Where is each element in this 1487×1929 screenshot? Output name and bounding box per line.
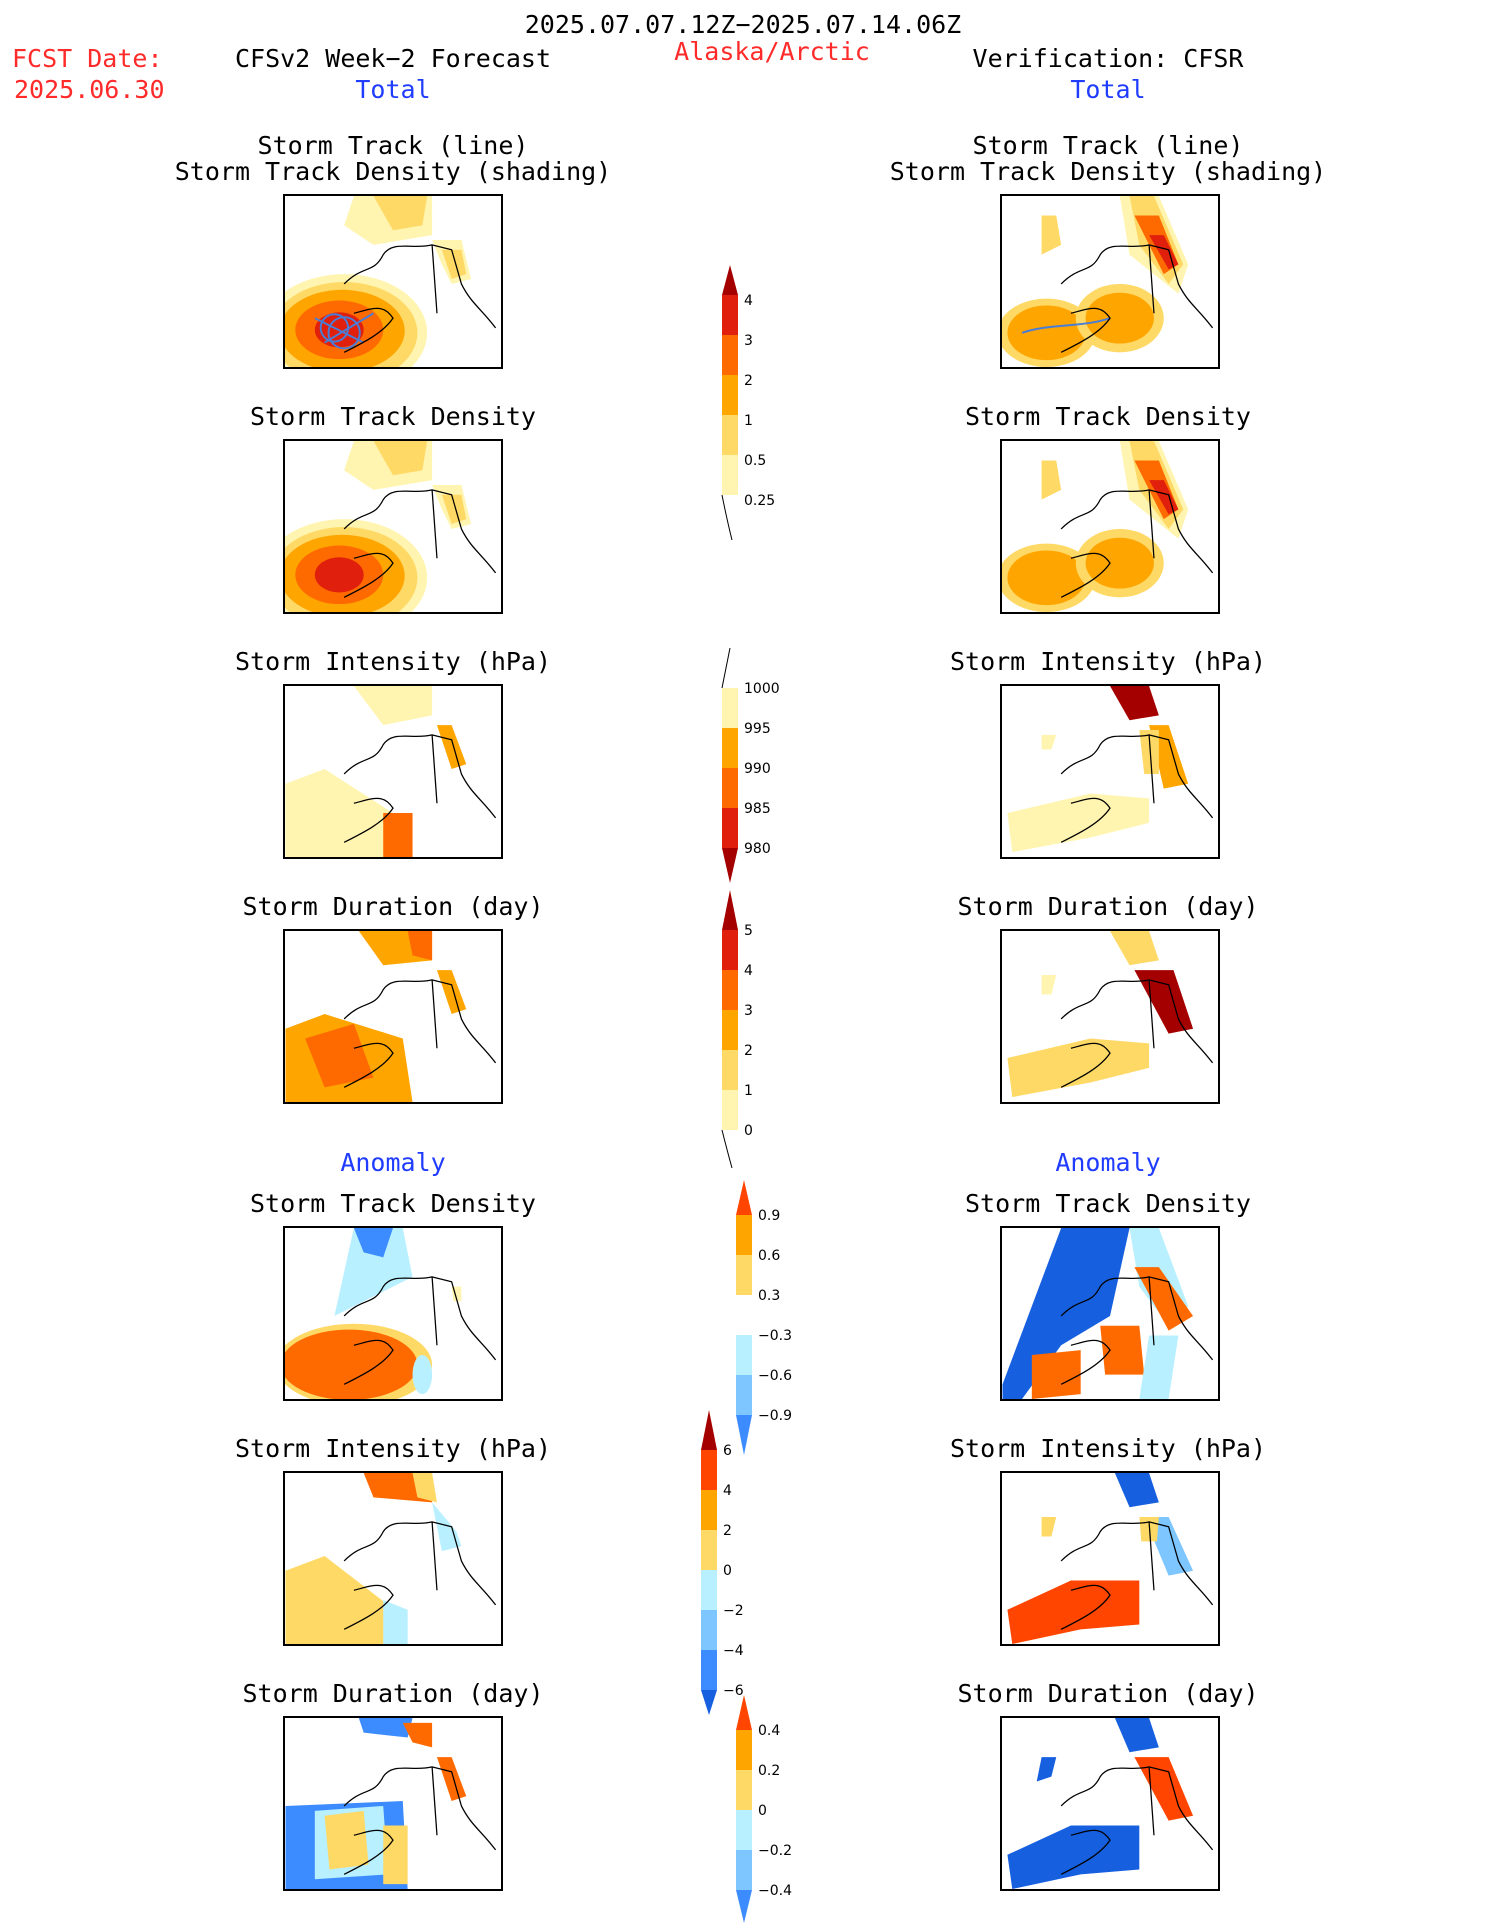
colorbar-duration-anom: 0.4 0.2 0 −0.2 −0.4 (736, 1695, 816, 1929)
fcst-date-value: 2025.06.30 (14, 75, 165, 104)
cb-da-3: −0.3 (758, 1328, 792, 1344)
cb-dt-0: 4 (744, 293, 753, 309)
cb-dt-5: 0.25 (744, 493, 775, 509)
map-anom-duration-right (1000, 1716, 1220, 1891)
cb-it-4: 980 (744, 841, 771, 857)
map-anom-intensity-left (283, 1471, 503, 1646)
title-track-line-left: Storm Track (line) (257, 131, 529, 160)
map-density-right (1000, 439, 1220, 614)
cb-dut-1: 4 (744, 963, 753, 979)
title-track-line-right: Storm Track (line) (972, 131, 1244, 160)
title-anom-density-left: Storm Track Density (250, 1189, 536, 1218)
cb-da-0: 0.9 (758, 1208, 780, 1224)
total-label-left: Total (355, 75, 431, 104)
title-intensity-left: Storm Intensity (hPa) (234, 647, 552, 676)
cb-dt-4: 0.5 (744, 453, 766, 469)
cb-dua-0: 0.4 (758, 1723, 780, 1739)
title-anom-duration-right: Storm Duration (day) (957, 1679, 1259, 1708)
cb-dut-3: 2 (744, 1043, 753, 1059)
cb-it-0: 1000 (744, 681, 780, 697)
cb-ia-0: 6 (723, 1443, 732, 1459)
fcst-date-label: FCST Date: (12, 44, 163, 73)
total-label-right: Total (1070, 75, 1146, 104)
map-duration-right (1000, 929, 1220, 1104)
map-track-left (283, 194, 503, 369)
cb-dua-3: −0.2 (758, 1843, 792, 1859)
title-duration-right: Storm Duration (day) (957, 892, 1259, 921)
cb-it-2: 990 (744, 761, 771, 777)
map-duration-left (283, 929, 503, 1104)
title-anom-duration-left: Storm Duration (day) (242, 1679, 544, 1708)
title-track-density-right: Storm Track Density (965, 402, 1251, 431)
cb-dua-1: 0.2 (758, 1763, 780, 1779)
cb-dua-2: 0 (758, 1803, 767, 1819)
title-track-density-shading-left: Storm Track Density (shading) (174, 157, 612, 186)
cb-da-5: −0.9 (758, 1408, 792, 1424)
period-title: 2025.07.07.12Z−2025.07.14.06Z (524, 10, 962, 39)
map-intensity-left (283, 684, 503, 859)
cb-it-3: 985 (744, 801, 771, 817)
verification-label: Verification: CFSR (972, 44, 1244, 73)
cb-ia-6: −6 (723, 1683, 744, 1699)
cb-ia-5: −4 (723, 1643, 744, 1659)
colorbar-density-anom: 0.9 0.6 0.3 −0.3 −0.6 −0.9 (736, 1180, 816, 1464)
region-label: Alaska/Arctic (674, 37, 870, 66)
anomaly-label-left: Anomaly (340, 1148, 446, 1177)
colorbar-density-total: 4 3 2 1 0.5 0.25 (721, 265, 802, 549)
title-anom-intensity-right: Storm Intensity (hPa) (949, 1434, 1267, 1463)
map-density-left (283, 439, 503, 614)
colorbar-duration-total: 5 4 3 2 1 0 (721, 890, 802, 1174)
title-track-density-shading-right: Storm Track Density (shading) (889, 157, 1327, 186)
cb-dt-1: 3 (744, 333, 753, 349)
cb-ia-4: −2 (723, 1603, 744, 1619)
map-anom-intensity-right (1000, 1471, 1220, 1646)
cb-ia-1: 4 (723, 1483, 732, 1499)
cb-dua-4: −0.4 (758, 1883, 792, 1899)
title-anom-density-right: Storm Track Density (965, 1189, 1251, 1218)
anomaly-label-right: Anomaly (1055, 1148, 1161, 1177)
map-anom-duration-left (283, 1716, 503, 1891)
title-track-density-left: Storm Track Density (250, 402, 536, 431)
title-intensity-right: Storm Intensity (hPa) (949, 647, 1267, 676)
cb-dt-2: 2 (744, 373, 753, 389)
cb-dut-5: 0 (744, 1123, 753, 1139)
cb-da-2: 0.3 (758, 1288, 780, 1304)
cb-dut-2: 3 (744, 1003, 753, 1019)
cb-ia-3: 0 (723, 1563, 732, 1579)
cb-dut-4: 1 (744, 1083, 753, 1099)
map-anom-density-right (1000, 1226, 1220, 1401)
map-track-right (1000, 194, 1220, 369)
cb-it-1: 995 (744, 721, 771, 737)
colorbar-intensity-total: 1000 995 990 985 980 (721, 647, 802, 892)
cb-da-1: 0.6 (758, 1248, 780, 1264)
forecast-label: CFSv2 Week−2 Forecast (234, 44, 552, 73)
map-intensity-right (1000, 684, 1220, 859)
title-anom-intensity-left: Storm Intensity (hPa) (234, 1434, 552, 1463)
map-anom-density-left (283, 1226, 503, 1401)
cb-dut-0: 5 (744, 923, 753, 939)
cb-da-4: −0.6 (758, 1368, 792, 1384)
cb-ia-2: 2 (723, 1523, 732, 1539)
cb-dt-3: 1 (744, 413, 753, 429)
colorbar-intensity-anom: 6 4 2 0 −2 −4 −6 (701, 1410, 781, 1724)
title-duration-left: Storm Duration (day) (242, 892, 544, 921)
